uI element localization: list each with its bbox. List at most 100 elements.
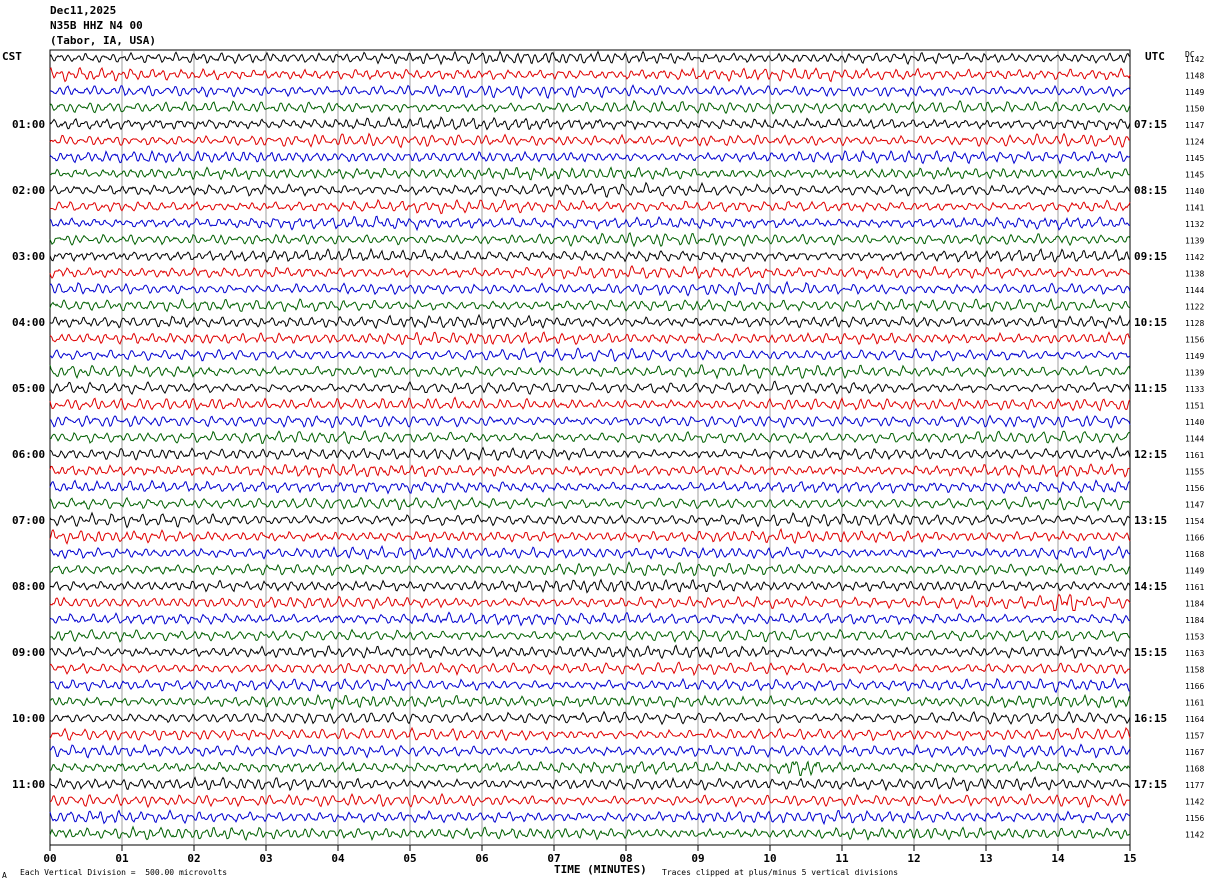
trace-row-1 bbox=[49, 50, 1131, 66]
trace-row-29 bbox=[49, 511, 1131, 529]
dc-offset-label: 1144 bbox=[1185, 286, 1204, 295]
left-hour-label: 02:00 bbox=[12, 184, 45, 197]
dc-offset-label: 1167 bbox=[1185, 748, 1204, 757]
left-hour-label: 03:00 bbox=[12, 250, 45, 263]
trace-row-44 bbox=[49, 760, 1131, 777]
right-hour-label: 09:15 bbox=[1134, 250, 1167, 263]
clip-note: Traces clipped at plus/minus 5 vertical … bbox=[662, 868, 899, 877]
trace-row-36 bbox=[49, 628, 1131, 643]
trace-row-19 bbox=[49, 347, 1131, 364]
trace-row-42 bbox=[49, 726, 1131, 742]
trace-row-35 bbox=[49, 611, 1131, 627]
left-hour-label: 08:00 bbox=[12, 580, 45, 593]
dc-offset-label: 1148 bbox=[1185, 72, 1204, 81]
trace-row-5 bbox=[49, 116, 1131, 131]
dc-offset-label: 1145 bbox=[1185, 154, 1204, 163]
trace-row-30 bbox=[49, 527, 1131, 545]
trace-row-2 bbox=[49, 66, 1131, 83]
header-location: (Tabor, IA, USA) bbox=[50, 34, 156, 47]
trace-row-17 bbox=[49, 313, 1131, 330]
x-tick-label: 01 bbox=[115, 852, 129, 865]
dc-offset-label: 1150 bbox=[1185, 105, 1204, 114]
dc-offset-label: 1141 bbox=[1185, 204, 1204, 213]
dc-offset-label: 1142 bbox=[1185, 831, 1204, 840]
trace-row-8 bbox=[49, 166, 1131, 181]
left-hour-label: 04:00 bbox=[12, 316, 45, 329]
dc-offset-label: 1139 bbox=[1185, 369, 1204, 378]
right-hour-label: 10:15 bbox=[1134, 316, 1167, 329]
corner-marker: A bbox=[2, 871, 7, 880]
dc-offset-label: 1142 bbox=[1185, 253, 1204, 262]
trace-row-41 bbox=[49, 710, 1131, 726]
right-hour-label: 14:15 bbox=[1134, 580, 1167, 593]
dc-offset-label: 1149 bbox=[1185, 352, 1204, 361]
dc-offset-label: 1145 bbox=[1185, 171, 1204, 180]
dc-offset-label: 1151 bbox=[1185, 402, 1204, 411]
x-tick-label: 09 bbox=[691, 852, 704, 865]
right-hour-label: 17:15 bbox=[1134, 778, 1167, 791]
trace-row-32 bbox=[49, 561, 1131, 578]
trace-row-27 bbox=[49, 479, 1131, 495]
dc-offset-label: 1153 bbox=[1185, 633, 1204, 642]
dc-offset-label: 1184 bbox=[1185, 616, 1204, 625]
dc-offset-label: 1161 bbox=[1185, 699, 1204, 708]
dc-offset-label: 1139 bbox=[1185, 237, 1204, 246]
trace-row-40 bbox=[49, 693, 1131, 711]
trace-row-38 bbox=[49, 661, 1131, 677]
dc-offset-label: 1163 bbox=[1185, 649, 1204, 658]
header-date: Dec11,2025 bbox=[50, 4, 117, 17]
trace-row-31 bbox=[49, 545, 1131, 561]
dc-offset-label: 1168 bbox=[1185, 765, 1204, 774]
x-tick-label: 03 bbox=[259, 852, 272, 865]
trace-row-22 bbox=[49, 396, 1131, 412]
dc-offset-label: 1156 bbox=[1185, 484, 1204, 493]
right-hour-label: 16:15 bbox=[1134, 712, 1167, 725]
x-tick-label: 00 bbox=[43, 852, 56, 865]
trace-row-34 bbox=[49, 593, 1131, 611]
trace-row-26 bbox=[49, 463, 1130, 479]
left-hour-label: 09:00 bbox=[12, 646, 45, 659]
dc-offset-label: 1142 bbox=[1185, 798, 1204, 807]
x-tick-label: 11 bbox=[835, 852, 849, 865]
dc-offset-label: 1147 bbox=[1185, 501, 1204, 510]
dc-offset-label: 1156 bbox=[1185, 814, 1204, 823]
right-hour-label: 07:15 bbox=[1134, 118, 1167, 131]
x-tick-label: 05 bbox=[403, 852, 416, 865]
dc-label: DC bbox=[1185, 50, 1195, 59]
trace-row-9 bbox=[49, 181, 1131, 198]
dc-offset-label: 1156 bbox=[1185, 336, 1204, 345]
dc-offset-label: 1140 bbox=[1185, 418, 1204, 427]
trace-row-16 bbox=[49, 297, 1131, 314]
dc-offset-label: 1154 bbox=[1185, 517, 1204, 526]
trace-row-3 bbox=[49, 84, 1131, 100]
left-hour-label: 07:00 bbox=[12, 514, 45, 527]
dc-offset-label: 1133 bbox=[1185, 385, 1204, 394]
dc-offset-label: 1155 bbox=[1185, 468, 1204, 477]
dc-offset-label: 1138 bbox=[1185, 270, 1204, 279]
dc-offset-label: 1124 bbox=[1185, 138, 1204, 147]
right-hour-label: 11:15 bbox=[1134, 382, 1167, 395]
x-tick-label: 10 bbox=[763, 852, 776, 865]
scale-note: Each Vertical Division = 500.00 microvol… bbox=[20, 868, 228, 877]
right-hour-label: 15:15 bbox=[1134, 646, 1167, 659]
dc-offset-label: 1149 bbox=[1185, 88, 1204, 97]
x-tick-label: 07 bbox=[547, 852, 560, 865]
trace-row-10 bbox=[49, 198, 1131, 215]
dc-offset-label: 1128 bbox=[1185, 319, 1204, 328]
trace-row-25 bbox=[49, 446, 1131, 461]
trace-row-33 bbox=[49, 578, 1131, 594]
trace-row-46 bbox=[49, 792, 1131, 809]
x-tick-label: 08 bbox=[619, 852, 632, 865]
trace-row-18 bbox=[49, 331, 1131, 346]
dc-offset-label: 1158 bbox=[1185, 666, 1204, 675]
trace-row-21 bbox=[49, 380, 1131, 396]
dc-offset-label: 1161 bbox=[1185, 583, 1204, 592]
trace-row-39 bbox=[49, 677, 1131, 694]
right-hour-label: 12:15 bbox=[1134, 448, 1167, 461]
left-hour-label: 11:00 bbox=[12, 778, 45, 791]
trace-row-45 bbox=[49, 776, 1131, 792]
trace-row-28 bbox=[49, 495, 1131, 512]
left-timezone-label: CST bbox=[2, 50, 22, 63]
trace-row-11 bbox=[49, 215, 1131, 232]
trace-row-23 bbox=[49, 414, 1131, 429]
